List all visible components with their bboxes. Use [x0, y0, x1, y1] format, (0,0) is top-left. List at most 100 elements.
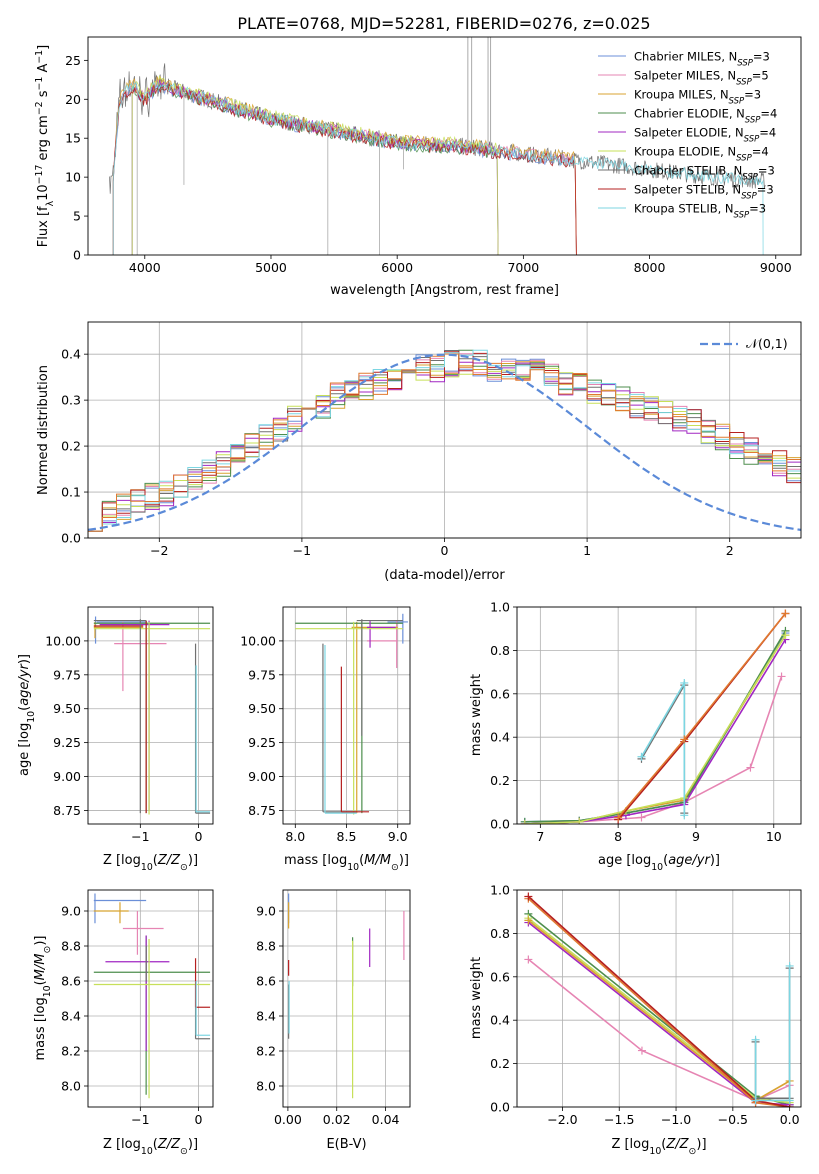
x-tick-label: −0.5	[718, 1112, 748, 1127]
y-tick-label: 8.8	[61, 939, 81, 954]
y-tick-label: 1.0	[490, 883, 510, 898]
y-tick-label: 25	[65, 53, 81, 68]
series-line	[527, 958, 790, 1102]
plot-area	[88, 349, 801, 538]
model-spectrum-line	[112, 81, 577, 255]
legend-entry: Salpeter STELIB, NSSP=3	[634, 183, 774, 202]
panel-weight-vs-age: 7 8 9 10 0.0 0.2 0.4 0.6 0.8 1.0 age [log10(age/yr…	[469, 600, 802, 873]
y-tick-label: 1.0	[490, 600, 510, 615]
axes-frame	[282, 889, 411, 1108]
data-point	[680, 735, 689, 744]
legend-entry: 𝒩(0,1)	[746, 336, 788, 351]
data-point	[781, 609, 790, 618]
data-point	[614, 813, 623, 822]
y-tick-label: 0.8	[490, 926, 510, 941]
y-tick-label: 8.4	[256, 1009, 276, 1024]
y-tick-label: 8.6	[61, 974, 81, 989]
y-tick-label: 0.2	[490, 1056, 510, 1071]
plot-area	[524, 892, 794, 1107]
y-tick-label: 20	[65, 92, 81, 107]
data-point	[751, 1096, 760, 1105]
x-tick-label: 6000	[381, 260, 413, 275]
panel-mass-vs-Z: −1 0 8.0 8.2 8.4 8.6 8.8 9.0 Z [log10(Z/Z⊙)] mass…	[33, 889, 214, 1157]
gaussian-curve	[88, 353, 801, 531]
model-spectrum-line	[131, 78, 499, 255]
x-tick-label: 0	[441, 543, 449, 558]
y-tick-label: 9.25	[248, 735, 276, 750]
data-point	[637, 1046, 646, 1055]
model-spectrum-line	[112, 79, 577, 255]
x-tick-label: 5000	[255, 260, 287, 275]
legend-entry: Kroupa STELIB, NSSP=3	[634, 202, 766, 221]
panel-spectrum: 4000 5000 6000 7000 8000 9000 0 5 10 15 20 25 wavele…	[34, 36, 802, 298]
axes-frame	[516, 606, 802, 825]
model-spectrum-line	[112, 83, 577, 255]
x-tick-label: −1	[293, 543, 311, 558]
x-tick-label: −1	[131, 829, 149, 844]
y-axis-label: Flux [fλ10−17 erg cm−2 s−1 A−1]	[34, 45, 56, 247]
x-tick-label: 9.0	[388, 829, 408, 844]
model-spectrum-line	[131, 74, 499, 255]
histogram-step-line	[88, 353, 801, 538]
y-tick-label: 9.50	[248, 701, 276, 716]
x-tick-label: 0.02	[323, 1112, 351, 1127]
plot-layer: 4000 5000 6000 7000 8000 90000510152025wavele…	[17, 36, 802, 1157]
x-tick-label: 8	[614, 829, 622, 844]
panel-age-vs-Z: −1 0 8.75 9.00 9.25 9.50 9.75 10.00 Z [log10(Z/Z…	[17, 606, 214, 873]
data-point	[785, 1096, 794, 1105]
y-axis-label: age [log10(age/yr)]	[17, 654, 37, 776]
plot-area	[288, 893, 405, 1099]
y-tick-label: 0.4	[490, 1013, 510, 1028]
plot-area	[109, 37, 766, 255]
x-tick-label: 4000	[129, 260, 161, 275]
x-tick-label: 9000	[760, 260, 792, 275]
data-point	[777, 672, 786, 681]
data-point	[751, 1035, 760, 1044]
model-spectrum-line	[112, 81, 764, 255]
x-tick-label: 0.0	[780, 1112, 800, 1127]
x-tick-label: 7	[536, 829, 544, 844]
plot-area	[520, 609, 790, 824]
series-line	[617, 612, 787, 819]
axes-frame	[87, 36, 802, 256]
y-tick-label: 5	[73, 209, 81, 224]
y-tick-label: 0.2	[61, 439, 81, 454]
y-tick-label: 10.00	[45, 633, 81, 648]
y-tick-label: 9.00	[248, 769, 276, 784]
y-tick-label: 8.75	[248, 803, 276, 818]
axes-frame	[516, 889, 802, 1108]
panel-residuals: −2 −1 0 1 2 0.0 0.1 0.2 0.3 0.4 (data-model)/error…	[36, 321, 802, 583]
x-axis-label: (data-model)/error	[384, 568, 505, 583]
y-tick-label: 8.75	[53, 803, 81, 818]
legend-entry: Chabrier ELODIE, NSSP=4	[634, 107, 777, 126]
legend-entry: Chabrier MILES, NSSP=3	[634, 50, 770, 69]
data-point	[785, 961, 794, 970]
y-tick-label: 0.8	[490, 643, 510, 658]
x-tick-label: −1	[131, 1112, 149, 1127]
y-tick-label: 8.4	[61, 1009, 81, 1024]
y-tick-label: 8.2	[256, 1044, 276, 1059]
y-tick-label: 8.6	[256, 974, 276, 989]
y-tick-label: 0.0	[490, 1100, 510, 1115]
data-point	[524, 892, 533, 901]
y-tick-label: 0.4	[490, 730, 510, 745]
legend-entry: Salpeter ELODIE, NSSP=4	[634, 126, 776, 145]
x-axis-label: wavelength [Angstrom, rest frame]	[330, 283, 559, 298]
y-tick-label: 9.00	[53, 769, 81, 784]
y-tick-label: 9.0	[256, 904, 276, 919]
series-line	[527, 919, 790, 1102]
x-tick-label: 0.00	[274, 1112, 302, 1127]
series-line	[524, 630, 787, 823]
series-line	[754, 966, 791, 1102]
x-axis-label: E(B-V)	[326, 1137, 366, 1152]
x-axis-label: Z [log10(Z/Z⊙)]	[103, 1137, 198, 1157]
panel-weight-vs-Z: −2.0 −1.5 −1.0 −0.5 0.0 0.0 0.2 0.4 0.6 0.8 1.0 Z […	[469, 883, 802, 1157]
x-axis-label: Z [log10(Z/Z⊙)]	[611, 1137, 706, 1157]
panel-age-vs-mass: 8.0 8.5 9.0 8.75 9.00 9.25 9.50 9.75 10.00 mass […	[240, 606, 411, 873]
y-tick-label: 0	[73, 248, 81, 263]
panel-mass-vs-ebv: 0.00 0.02 0.04 8.0 8.2 8.4 8.6 8.8 9.0 E(B-V)	[256, 889, 411, 1152]
y-tick-label: 0.6	[490, 686, 510, 701]
plot-area	[295, 613, 408, 815]
y-tick-label: 10.00	[240, 633, 276, 648]
